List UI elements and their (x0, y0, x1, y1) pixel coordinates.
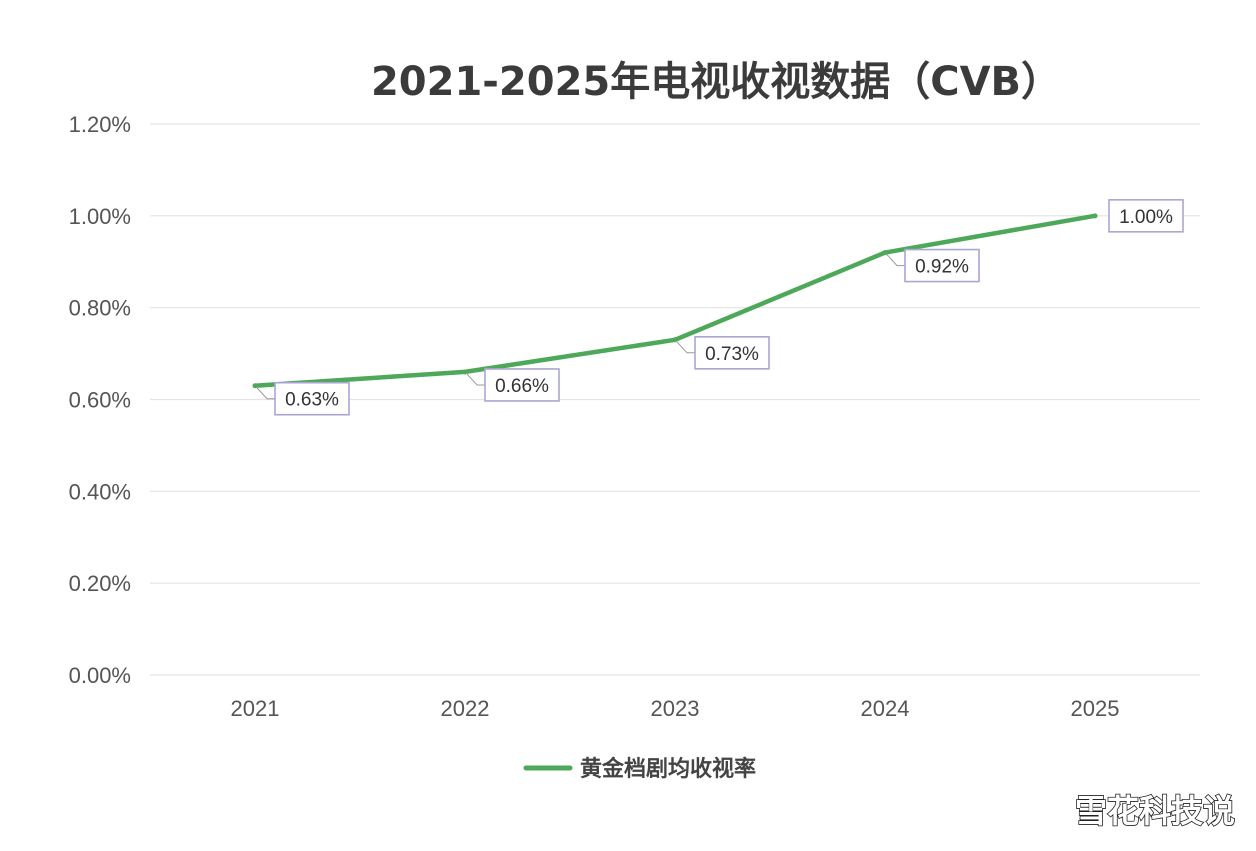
x-tick-label: 2024 (861, 696, 910, 721)
data-label-layer: 0.63% 0.66% 0.73% 0.92% 1.00% (255, 199, 1184, 416)
data-label-box (484, 368, 560, 402)
data-label: 0.92% (904, 248, 980, 283)
data-label-text: 0.63% (285, 390, 339, 411)
label-leader-line (885, 253, 905, 267)
data-label-text: 0.73% (705, 344, 759, 365)
data-label-text: 0.92% (915, 257, 969, 278)
x-axis: 2021 2022 2023 2024 2025 (231, 696, 1120, 721)
data-point (1092, 213, 1098, 219)
series-layer (252, 213, 1098, 389)
y-tick-label: 0.60% (69, 388, 131, 413)
y-tick-label: 0.80% (69, 296, 131, 321)
series-line (252, 213, 1098, 388)
x-tick-label: 2021 (231, 696, 280, 721)
legend: 黄金档剧均收视率 (523, 756, 756, 782)
data-label: 0.63% (274, 381, 350, 416)
data-label-text: 0.66% (495, 376, 549, 397)
data-label-text: 1.00% (1119, 207, 1173, 228)
x-tick-label: 2025 (1071, 696, 1120, 721)
y-tick-label: 0.00% (69, 663, 131, 688)
data-label: 0.73% (694, 336, 770, 370)
data-label-box (694, 336, 770, 370)
y-tick-label: 0.40% (69, 479, 131, 504)
legend-label: 黄金档剧均收视率 (580, 756, 756, 782)
label-leader-line (675, 340, 695, 354)
y-tick-label: 0.20% (69, 571, 131, 596)
x-tick-label: 2023 (651, 696, 700, 721)
data-label-box (1108, 199, 1184, 233)
label-leader-line (465, 372, 485, 386)
label-leader-line (255, 386, 275, 400)
data-label-box (904, 248, 980, 283)
chart-title: 2021-2025年电视收视数据（CVB） (371, 59, 1061, 105)
y-tick-label: 1.20% (69, 112, 131, 137)
data-label-box (274, 381, 350, 416)
watermark: 雪花科技说 (1075, 792, 1235, 830)
y-tick-label: 1.00% (69, 204, 131, 229)
x-tick-label: 2022 (441, 696, 490, 721)
y-axis: 0.00% 0.20% 0.40% 0.60% 0.80% 1.00% 1.20% (69, 112, 131, 688)
data-label: 1.00% (1108, 199, 1184, 233)
data-label: 0.66% (484, 368, 560, 402)
